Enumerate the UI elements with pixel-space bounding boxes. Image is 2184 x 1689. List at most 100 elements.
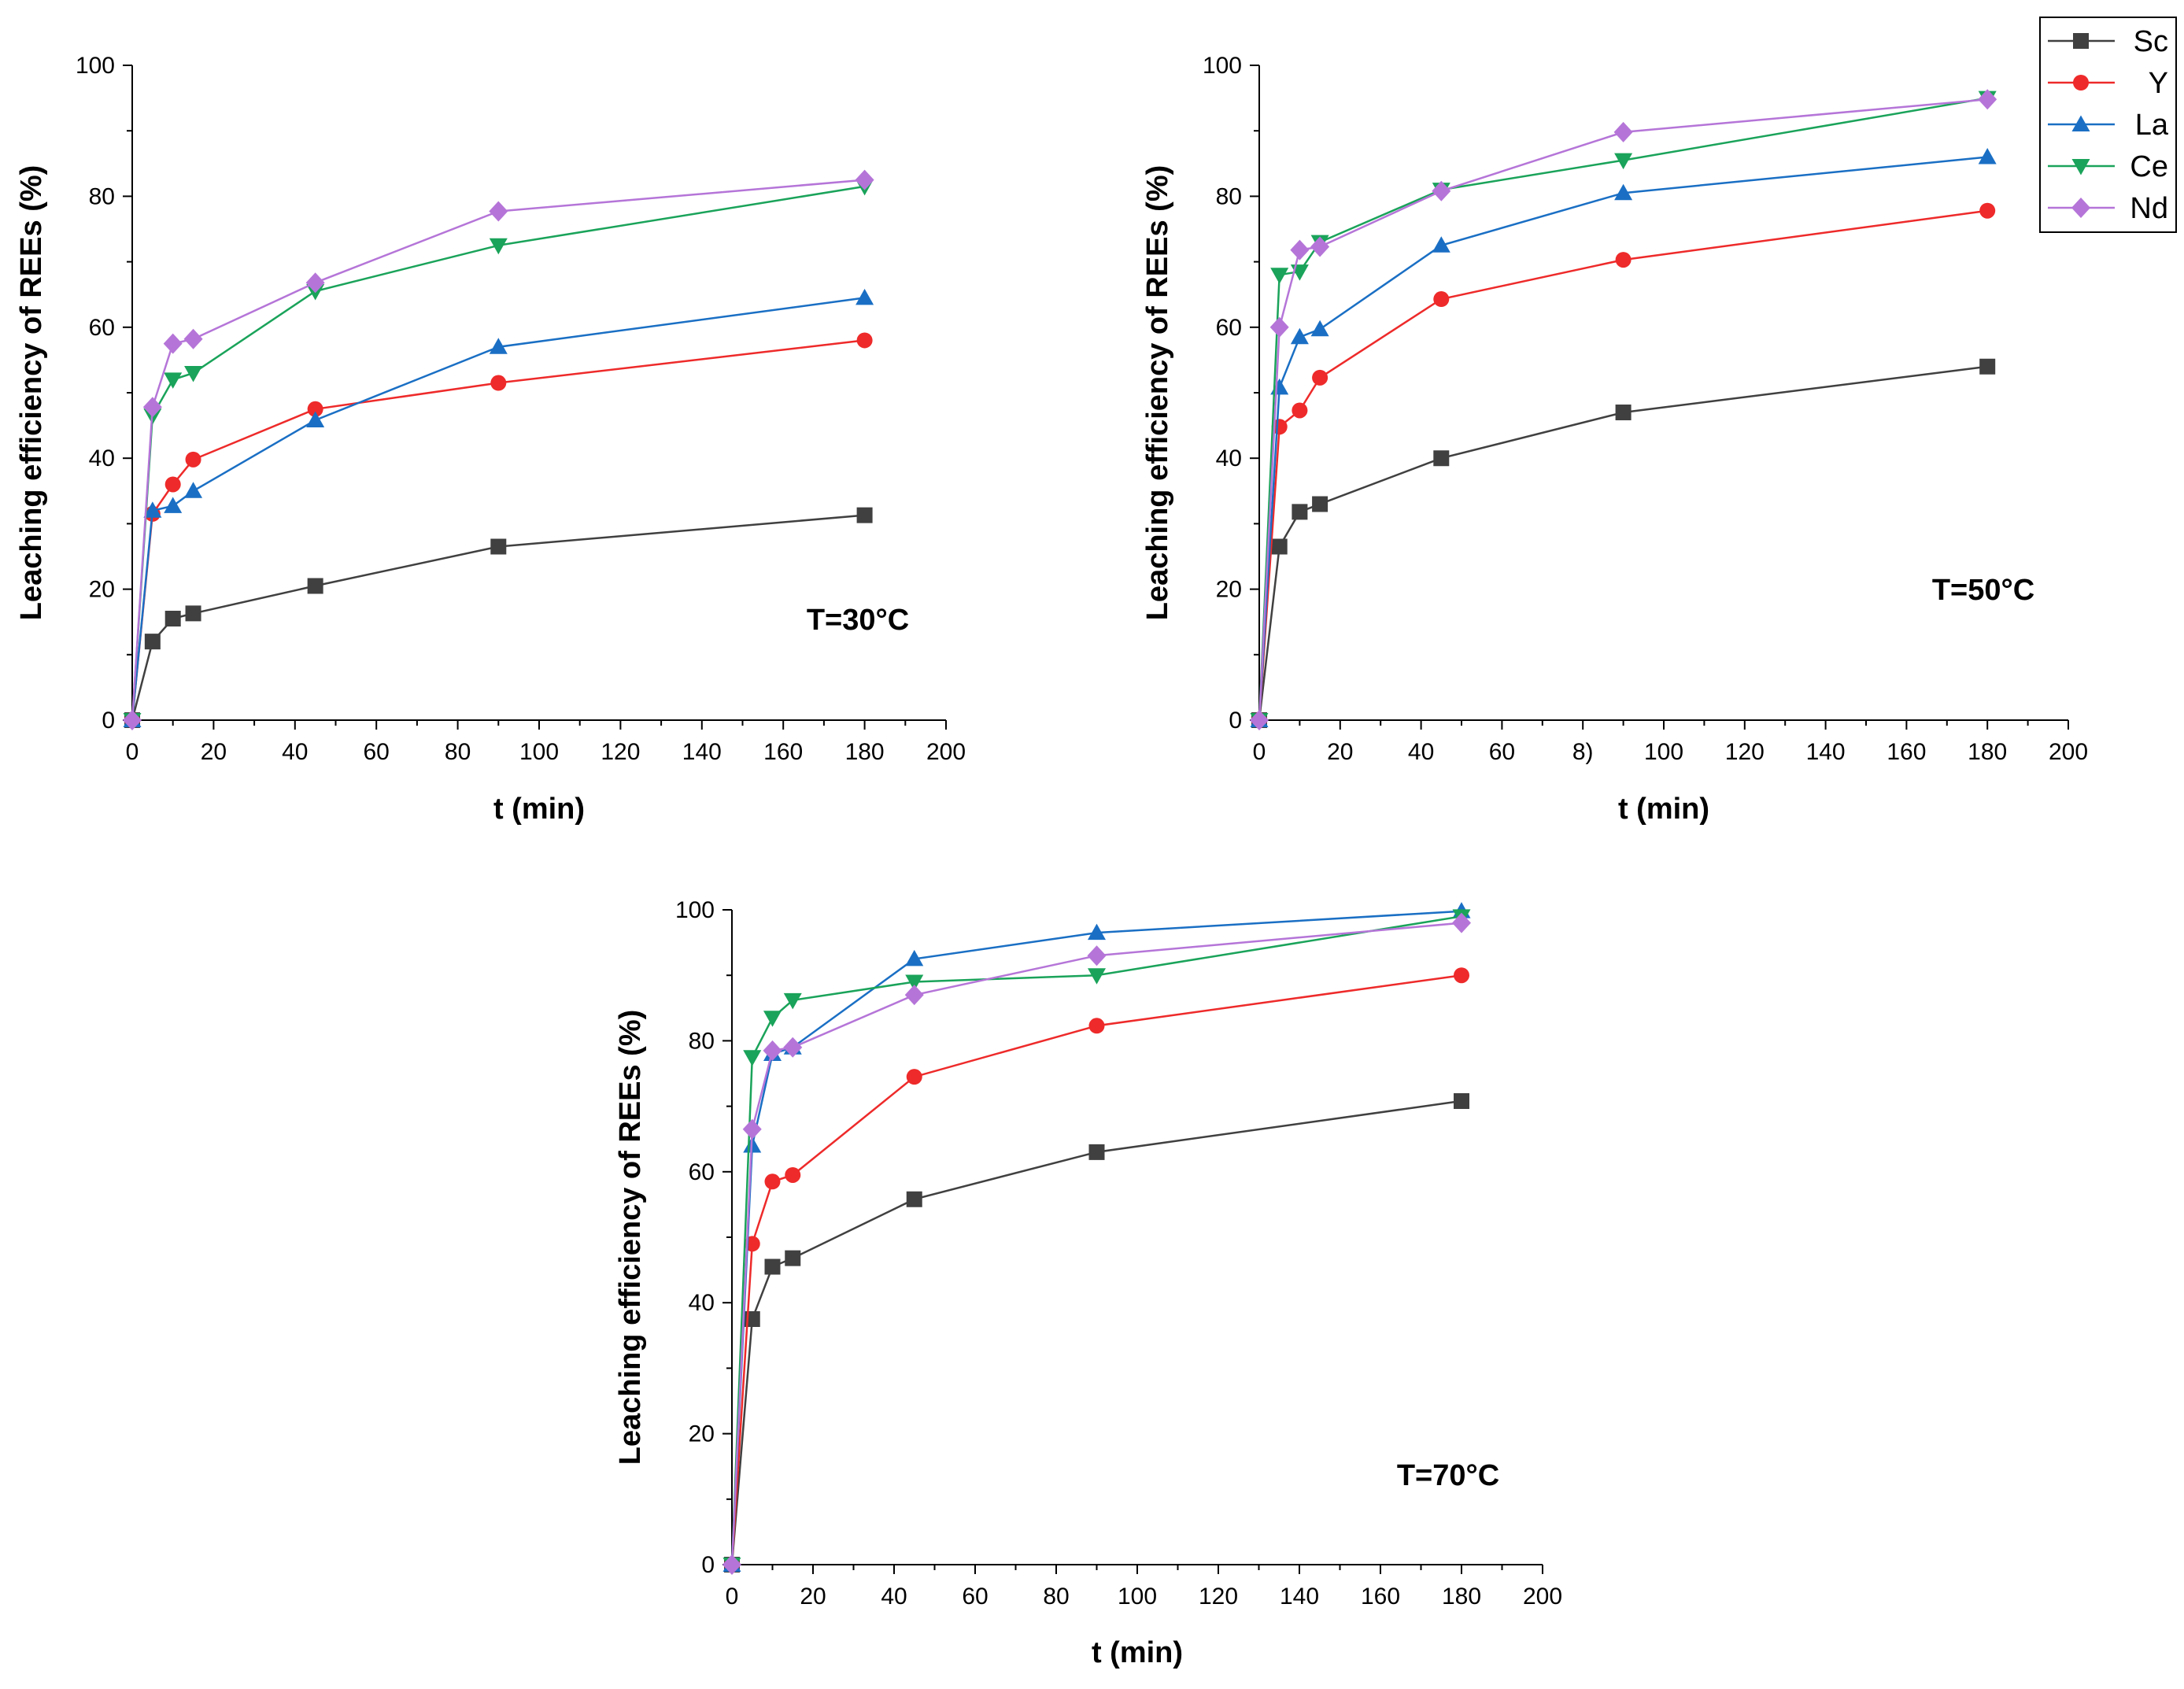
data-point-nd	[1978, 89, 1997, 110]
chart-panel-bottom-center: 0 20 40 60 80 100 120 140 160 180 200 0 20 40 60 80 100 t…	[614, 897, 1562, 1669]
data-point-nd	[1432, 180, 1451, 201]
legend-label: Sc	[2134, 25, 2168, 58]
series-line-la	[730, 910, 1462, 1565]
data-point-sc	[764, 1258, 781, 1275]
y-axis-title: Leaching efficiency of REEs (%)	[614, 1010, 647, 1465]
x-tick-label: 200	[1523, 1584, 1562, 1610]
legend-entry-y: Y	[2048, 67, 2168, 100]
x-tick-label: 140	[1280, 1584, 1319, 1610]
chart-panels: 0 20 40 60 80 100 120 140 160 180 200 0 20 40 60 80 100 t…	[15, 53, 2088, 1669]
data-point-la	[1290, 327, 1309, 345]
y-tick-label: 0	[701, 1552, 715, 1578]
x-axis-title: t (min)	[493, 793, 585, 826]
data-point-sc	[1433, 450, 1450, 467]
data-point-la	[164, 497, 183, 513]
series-y	[124, 332, 873, 728]
series-y	[724, 967, 1469, 1573]
data-point-sc	[1979, 358, 1996, 375]
legend-label: Ce	[2130, 150, 2168, 183]
data-point-ce	[184, 366, 203, 383]
x-tick-label: 200	[2049, 739, 2088, 765]
data-point-la	[143, 501, 162, 518]
y-tick-label: 100	[1203, 53, 1242, 79]
temperature-label: T=70°C	[1397, 1459, 1499, 1492]
data-point-la	[1614, 183, 1633, 201]
series-nd	[1250, 89, 1997, 730]
data-point-nd	[142, 397, 162, 418]
series-ce	[123, 179, 874, 730]
y-tick-label: 60	[1216, 315, 1242, 341]
x-tick-label: 20	[1327, 739, 1353, 765]
data-point-nd	[183, 328, 203, 349]
y-tick-label: 40	[1216, 445, 1242, 471]
data-point-y	[1615, 252, 1632, 268]
data-point-y	[906, 1069, 922, 1085]
series-line-la	[1258, 156, 1988, 721]
y-tick-label: 80	[1216, 183, 1242, 209]
x-tick-label: 40	[881, 1584, 907, 1610]
data-point-nd	[1452, 912, 1471, 933]
y-axis-title: Leaching efficiency of REEs (%)	[15, 165, 48, 621]
data-point-nd	[489, 201, 508, 222]
x-tick-label: 100	[1118, 1584, 1157, 1610]
x-tick-label: 40	[1408, 739, 1434, 765]
legend-label: La	[2135, 109, 2169, 142]
data-point-sc	[1271, 538, 1288, 555]
data-point-ce	[783, 992, 802, 1010]
x-axis-title: t (min)	[1092, 1636, 1183, 1669]
x-tick-label: 100	[1644, 739, 1683, 765]
data-point-ce	[1614, 153, 1633, 170]
data-point-sc	[856, 507, 873, 523]
data-point-la	[1978, 147, 1997, 164]
data-point-y	[1271, 419, 1288, 435]
y-tick-label: 100	[675, 897, 715, 923]
series-line-y	[1258, 209, 1988, 721]
x-tick-label: 120	[601, 739, 640, 765]
x-tick-label: 160	[1361, 1584, 1400, 1610]
x-tick-label: 120	[1199, 1584, 1238, 1610]
chart-panel-top-left: 0 20 40 60 80 100 120 140 160 180 200 0 20 40 60 80 100 t…	[15, 53, 966, 826]
x-axis-title: t (min)	[1618, 793, 1709, 826]
data-point-ce	[164, 372, 183, 389]
y-tick-label: 80	[89, 183, 115, 209]
data-point-nd	[1087, 945, 1107, 966]
legend-marker	[2071, 198, 2090, 218]
series-line-ce	[131, 185, 865, 721]
data-point-y	[1979, 202, 1996, 219]
legend-label: Nd	[2130, 192, 2168, 225]
y-tick-label: 80	[689, 1028, 715, 1054]
data-point-ce	[763, 1011, 782, 1027]
data-point-la	[905, 949, 924, 966]
data-point-y	[490, 375, 507, 391]
data-point-la	[489, 338, 508, 354]
legend-label: Y	[2149, 67, 2168, 100]
legend-marker	[2071, 115, 2090, 131]
data-point-nd	[163, 333, 183, 354]
data-point-sc	[1292, 504, 1308, 520]
data-point-sc	[185, 605, 201, 622]
x-tick-label: 140	[682, 739, 722, 765]
data-point-y	[1454, 967, 1469, 984]
x-tick-label: 80	[445, 739, 471, 765]
data-point-nd	[1613, 121, 1633, 142]
series-sc	[124, 507, 873, 728]
x-tick-label: 80	[1043, 1584, 1069, 1610]
data-point-y	[764, 1173, 781, 1190]
y-tick-label: 20	[89, 577, 115, 603]
x-tick-label: 180	[1442, 1584, 1481, 1610]
data-point-sc	[1615, 404, 1632, 420]
data-point-sc	[1454, 1092, 1469, 1109]
x-tick-label: 60	[1489, 739, 1515, 765]
x-tick-label: 0	[726, 1584, 739, 1610]
data-point-nd	[1269, 316, 1289, 338]
data-point-la	[184, 482, 203, 498]
data-point-la	[1310, 320, 1329, 337]
data-point-sc	[307, 578, 323, 594]
data-point-nd	[904, 985, 924, 1006]
data-point-nd	[763, 1040, 782, 1061]
data-point-sc	[785, 1250, 801, 1266]
data-point-la	[855, 288, 874, 305]
y-axis-title: Leaching efficiency of REEs (%)	[1141, 165, 1174, 621]
series-sc	[724, 1092, 1469, 1573]
